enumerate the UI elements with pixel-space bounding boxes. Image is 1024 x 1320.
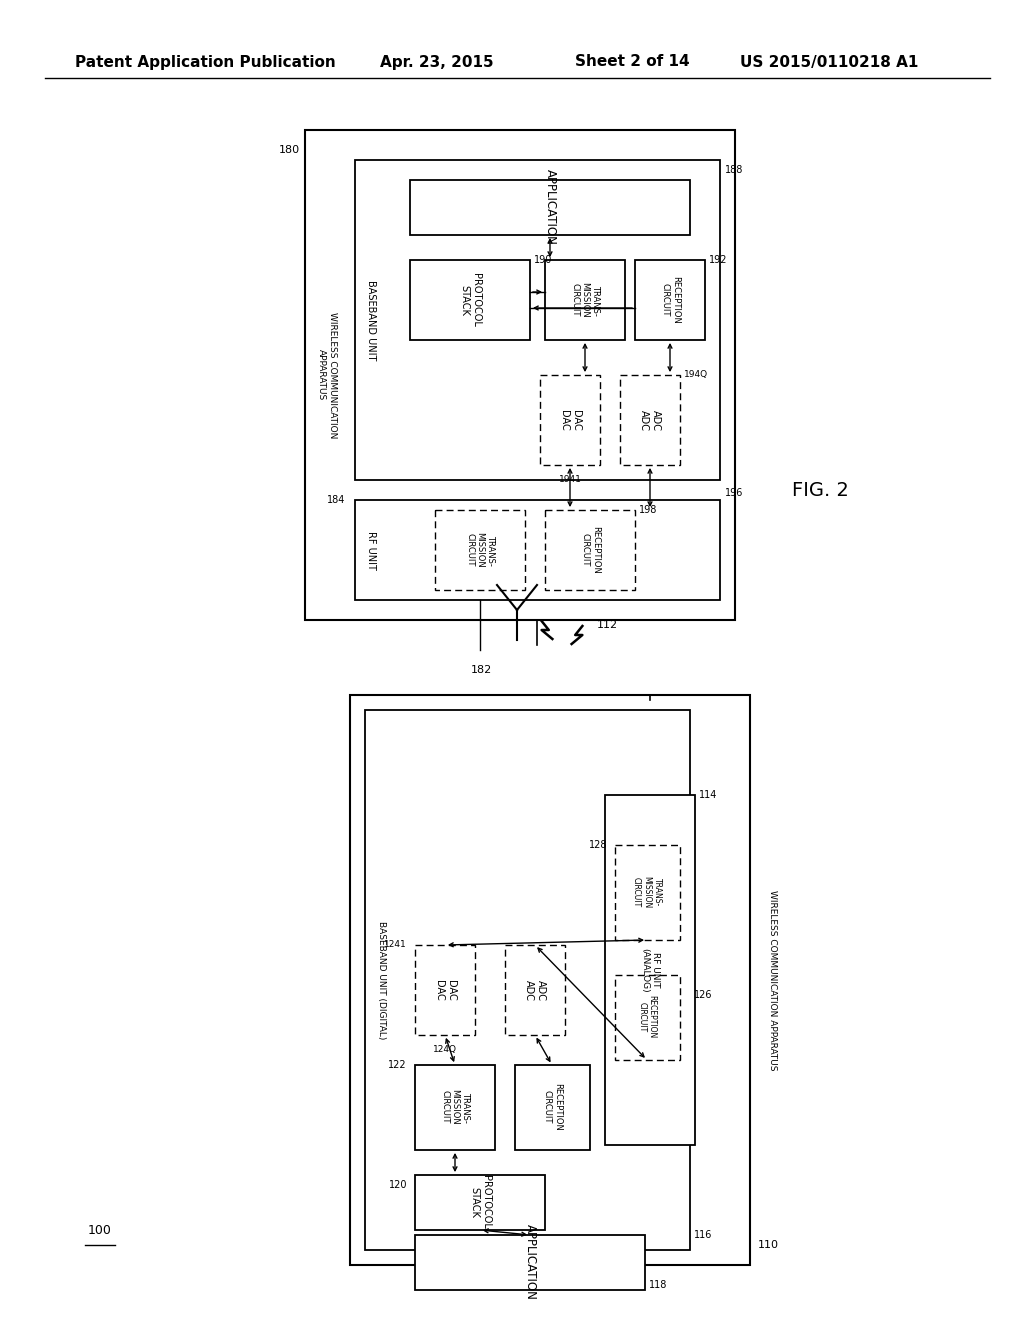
Bar	[505, 945, 565, 1035]
Text: ADC
ADC: ADC ADC	[524, 979, 546, 1001]
Text: DAC
DAC: DAC DAC	[434, 979, 456, 1001]
Bar	[605, 795, 695, 1144]
Text: 182: 182	[471, 665, 492, 675]
Text: BASEBAND UNIT: BASEBAND UNIT	[366, 280, 376, 360]
Text: 128: 128	[589, 840, 607, 850]
Text: 1941: 1941	[558, 475, 582, 484]
Bar	[615, 975, 680, 1060]
Text: RECEPTION
CIRCUIT: RECEPTION CIRCUIT	[581, 527, 600, 574]
Text: FIG. 2: FIG. 2	[792, 480, 849, 499]
Bar	[305, 129, 735, 620]
Text: TRANS-
MISSION
CIRCUIT: TRANS- MISSION CIRCUIT	[570, 282, 600, 318]
Text: 118: 118	[649, 1280, 668, 1290]
Text: APPLICATION: APPLICATION	[544, 169, 556, 246]
Bar	[415, 1065, 495, 1150]
Text: 184: 184	[327, 495, 345, 506]
Text: WIRELESS COMMUNICATION APPARATUS: WIRELESS COMMUNICATION APPARATUS	[768, 890, 776, 1071]
Bar	[350, 696, 750, 1265]
Text: TRANS-
MISSION
CIRCUIT: TRANS- MISSION CIRCUIT	[632, 876, 662, 908]
Bar	[355, 500, 720, 601]
Text: 126: 126	[694, 990, 713, 1001]
Text: 114: 114	[699, 789, 718, 800]
Text: DAC
DAC: DAC DAC	[559, 409, 581, 430]
Text: RECEPTION
CIRCUIT: RECEPTION CIRCUIT	[660, 276, 680, 323]
Bar	[410, 180, 690, 235]
Bar	[620, 375, 680, 465]
Text: 190: 190	[534, 255, 552, 265]
Text: WIRELESS COMMUNICATION
APPARATUS: WIRELESS COMMUNICATION APPARATUS	[317, 312, 337, 438]
Bar	[355, 160, 720, 480]
Bar	[410, 260, 530, 341]
Text: RECEPTION
CIRCUIT: RECEPTION CIRCUIT	[637, 995, 656, 1039]
Text: 116: 116	[694, 1230, 713, 1239]
Text: US 2015/0110218 A1: US 2015/0110218 A1	[740, 54, 919, 70]
Bar	[415, 945, 475, 1035]
Text: APPLICATION: APPLICATION	[523, 1224, 537, 1300]
Text: RF UNIT: RF UNIT	[366, 531, 376, 569]
Text: 180: 180	[279, 145, 300, 154]
Bar	[415, 1175, 545, 1230]
Text: 112: 112	[597, 620, 618, 630]
Bar	[365, 710, 690, 1250]
Bar	[545, 260, 625, 341]
Text: Patent Application Publication: Patent Application Publication	[75, 54, 336, 70]
Bar	[545, 510, 635, 590]
Text: 110: 110	[758, 1239, 779, 1250]
Text: BASEBAND UNIT (DIGITAL): BASEBAND UNIT (DIGITAL)	[377, 921, 385, 1039]
Text: 196: 196	[725, 488, 743, 498]
Bar	[540, 375, 600, 465]
Text: TRANS-
MISSION
CIRCUIT: TRANS- MISSION CIRCUIT	[465, 532, 495, 568]
Text: 1241: 1241	[384, 940, 407, 949]
Text: 120: 120	[388, 1180, 407, 1191]
Text: 188: 188	[725, 165, 743, 176]
Text: 198: 198	[639, 506, 657, 515]
Text: PROTOCOL
STACK: PROTOCOL STACK	[459, 273, 481, 327]
Text: Apr. 23, 2015: Apr. 23, 2015	[380, 54, 494, 70]
Text: RECEPTION
CIRCUIT: RECEPTION CIRCUIT	[543, 1084, 562, 1131]
Text: 100: 100	[88, 1224, 112, 1237]
Bar	[415, 1236, 645, 1290]
Text: PROTOCOL
STACK: PROTOCOL STACK	[469, 1175, 490, 1229]
Bar	[435, 510, 525, 590]
Text: 192: 192	[709, 255, 727, 265]
Text: ADC
ADC: ADC ADC	[639, 409, 660, 430]
Text: TRANS-
MISSION
CIRCUIT: TRANS- MISSION CIRCUIT	[440, 1089, 470, 1125]
Bar	[515, 1065, 590, 1150]
Text: RF UNIT
(ANALOG): RF UNIT (ANALOG)	[640, 948, 659, 993]
Text: 124Q: 124Q	[433, 1045, 457, 1053]
Bar	[615, 845, 680, 940]
Bar	[635, 260, 705, 341]
Text: 122: 122	[388, 1060, 407, 1071]
Text: Sheet 2 of 14: Sheet 2 of 14	[575, 54, 689, 70]
Text: 194Q: 194Q	[684, 370, 709, 379]
